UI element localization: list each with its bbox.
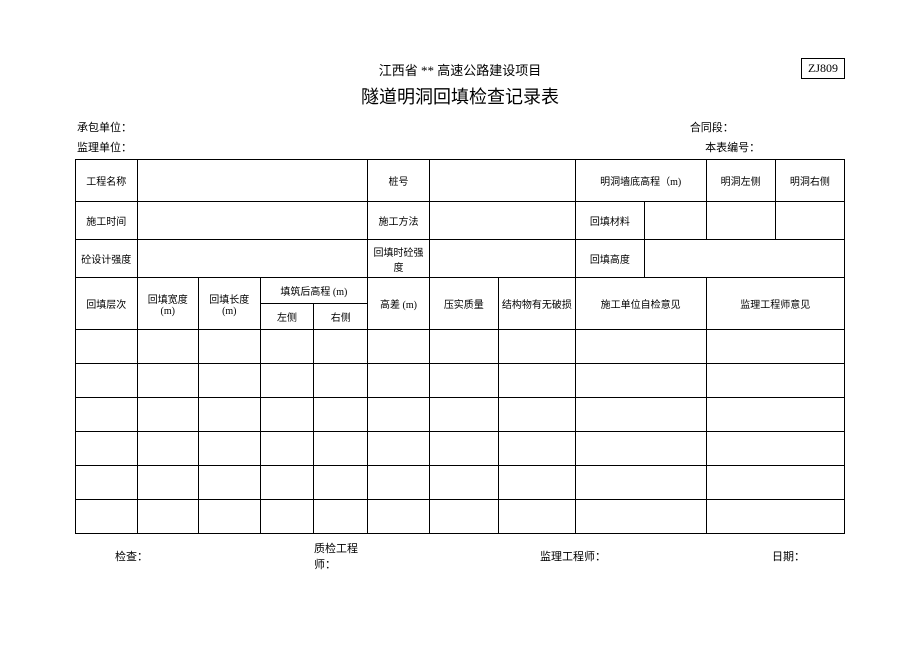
table-row — [76, 500, 845, 534]
footer-date: 日期： — [772, 540, 805, 572]
lbl-fill-width: 回填宽度 (m) — [137, 278, 199, 330]
lbl-supervisor-opinion: 监理工程师意见 — [706, 278, 844, 330]
lbl-design-strength: 砼设计强度 — [76, 240, 138, 278]
cell-pile-no — [429, 160, 575, 202]
cell-backfill-height — [645, 240, 845, 278]
table-row — [76, 364, 845, 398]
project-header: 江西省 ** 高速公路建设项目 — [75, 60, 845, 79]
cell-construct-time — [137, 202, 368, 240]
form-code: ZJ809 — [801, 58, 845, 79]
contract-section-label: 合同段： — [690, 119, 843, 135]
lbl-project-name: 工程名称 — [76, 160, 138, 202]
lbl-right-side: 明洞右侧 — [775, 160, 844, 202]
lbl-construct-method: 施工方法 — [368, 202, 430, 240]
footer-qc: 质检工程师： — [314, 540, 374, 572]
table-row — [76, 432, 845, 466]
contractor-label: 承包单位： — [77, 119, 460, 135]
lbl-backfill-material: 回填材料 — [575, 202, 644, 240]
lbl-left-side: 明洞左侧 — [706, 160, 775, 202]
main-table: 工程名称 桩号 明洞墙底高程（m) 明洞左侧 明洞右侧 施工时间 施工方法 回填… — [75, 159, 845, 534]
cell-construct-method — [429, 202, 575, 240]
meta-row-1: 承包单位： 合同段： — [75, 119, 845, 135]
lbl-wall-bottom: 明洞墙底高程（m) — [575, 160, 706, 202]
table-row — [76, 398, 845, 432]
table-row — [76, 330, 845, 364]
lbl-backfill-height: 回填高度 — [575, 240, 644, 278]
lbl-left: 左侧 — [260, 304, 314, 330]
footer-supervise: 监理工程师： — [540, 540, 606, 572]
cell-backfill-strength — [429, 240, 575, 278]
lbl-construct-time: 施工时间 — [76, 202, 138, 240]
supervisor-label: 监理单位： — [77, 139, 460, 155]
lbl-after-elevation: 填筑后高程 (m) — [260, 278, 368, 304]
cell-left-side — [706, 202, 775, 240]
lbl-right: 右侧 — [314, 304, 368, 330]
cell-right-side — [775, 202, 844, 240]
lbl-compact: 压实质量 — [429, 278, 498, 330]
lbl-layer-no: 回填层次 — [76, 278, 138, 330]
footer-check: 检查： — [115, 540, 148, 572]
form-title: 隧道明洞回填检查记录表 — [75, 83, 845, 109]
cell-design-strength — [137, 240, 368, 278]
meta-row-2: 监理单位： 本表编号： — [75, 139, 845, 155]
lbl-pile-no: 桩号 — [368, 160, 430, 202]
footer: 检查： 质检工程师： 监理工程师： 日期： — [75, 540, 845, 572]
form-no-label: 本表编号： — [705, 139, 843, 155]
lbl-damage: 结构物有无破损 — [498, 278, 575, 330]
table-row — [76, 466, 845, 500]
cell-project-name — [137, 160, 368, 202]
lbl-fill-length: 回填长度 (m) — [199, 278, 261, 330]
lbl-backfill-strength: 回填时砼强度 — [368, 240, 430, 278]
cell-backfill-material — [645, 202, 707, 240]
lbl-self-check: 施工单位自检意见 — [575, 278, 706, 330]
lbl-height-diff: 高差 (m) — [368, 278, 430, 330]
